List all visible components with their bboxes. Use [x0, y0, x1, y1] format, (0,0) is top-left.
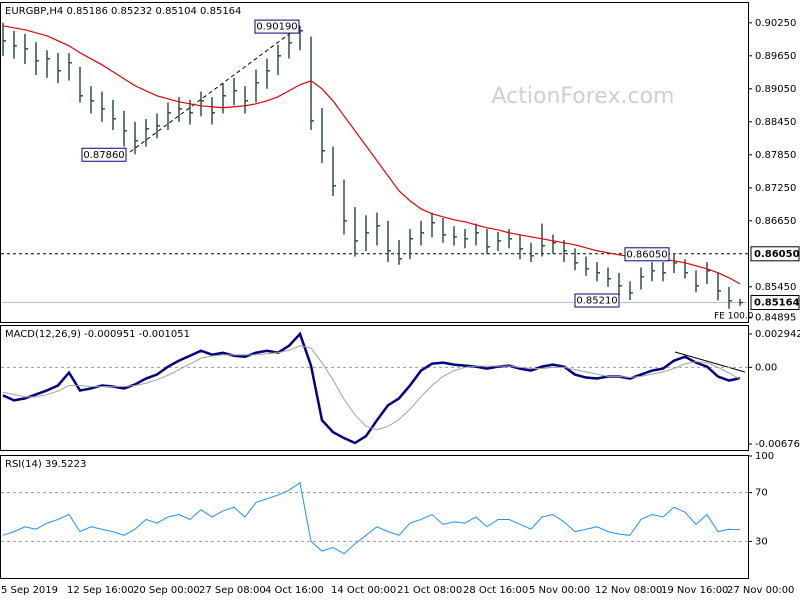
indicator-line [2, 482, 741, 555]
y-tick-label: 0.88450 [755, 117, 796, 128]
macd-panel [0, 325, 749, 451]
annotation-label: 0.90190 [256, 22, 297, 33]
indicator-line [2, 345, 741, 431]
y-tick-label: 30 [755, 536, 768, 547]
trend-line [129, 25, 301, 153]
x-tick-label: 5 Sep 2019 [1, 585, 58, 596]
rsi-title: RSI(14) 39.5223 [5, 459, 86, 470]
y-tick-label: 0.84895 [755, 312, 796, 323]
y-tick-label: 0.002942 [755, 329, 800, 340]
y-tick-label: 0.87250 [755, 183, 796, 194]
annotation-box [254, 19, 300, 34]
y-tick-label: 0.90250 [755, 18, 796, 29]
x-tick-label: 4 Oct 16:00 [265, 585, 324, 596]
x-tick-label: 20 Sep 00:00 [133, 585, 200, 596]
annotation-box [81, 147, 127, 162]
annotation-label: 0.86050 [626, 249, 667, 260]
y-tick-label: 0.89650 [755, 51, 796, 62]
annotation-label: 0.85210 [576, 296, 617, 307]
price-marker-label: 0.85164 [754, 298, 800, 309]
fe-note: FE 100.0 [714, 312, 754, 322]
x-tick-label: 5 Nov 00:00 [529, 585, 590, 596]
moving-average [2, 25, 741, 285]
y-tick-label: 70 [755, 488, 768, 499]
x-tick-label: 12 Sep 16:00 [67, 585, 134, 596]
y-tick-label: 0.86650 [755, 216, 796, 227]
macd-title: MACD(12,26,9) -0.000951 -0.001051 [5, 329, 190, 340]
price-marker-box [750, 295, 800, 311]
macd-trend-line [674, 351, 746, 373]
annotation-box [624, 247, 670, 262]
price-marker-label: 0.86050 [754, 249, 800, 260]
x-tick-label: 27 Nov 00:00 [727, 585, 794, 596]
price-marker-box [750, 246, 800, 262]
y-tick-label: 0.89050 [755, 84, 796, 95]
rsi-panel [0, 455, 749, 579]
y-tick-label: 0.87850 [755, 150, 796, 161]
x-tick-label: 27 Sep 08:00 [199, 585, 266, 596]
y-tick-label: 100 [755, 451, 774, 462]
y-tick-label: 0.00 [755, 362, 777, 373]
x-tick-label: 12 Nov 08:00 [595, 585, 662, 596]
x-tick-label: 19 Nov 16:00 [661, 585, 728, 596]
annotation-label: 0.87860 [83, 150, 124, 161]
price-panel [0, 2, 749, 323]
watermark: ActionForex.com [492, 84, 675, 109]
annotation-box [574, 293, 620, 308]
price-title: EURGBP,H4 0.85186 0.85232 0.85104 0.8516… [5, 6, 241, 17]
x-tick-label: 21 Oct 08:00 [397, 585, 462, 596]
x-tick-label: 14 Oct 00:00 [331, 585, 396, 596]
y-tick-label: 0.85450 [755, 282, 796, 293]
x-tick-label: 28 Oct 16:00 [463, 585, 528, 596]
